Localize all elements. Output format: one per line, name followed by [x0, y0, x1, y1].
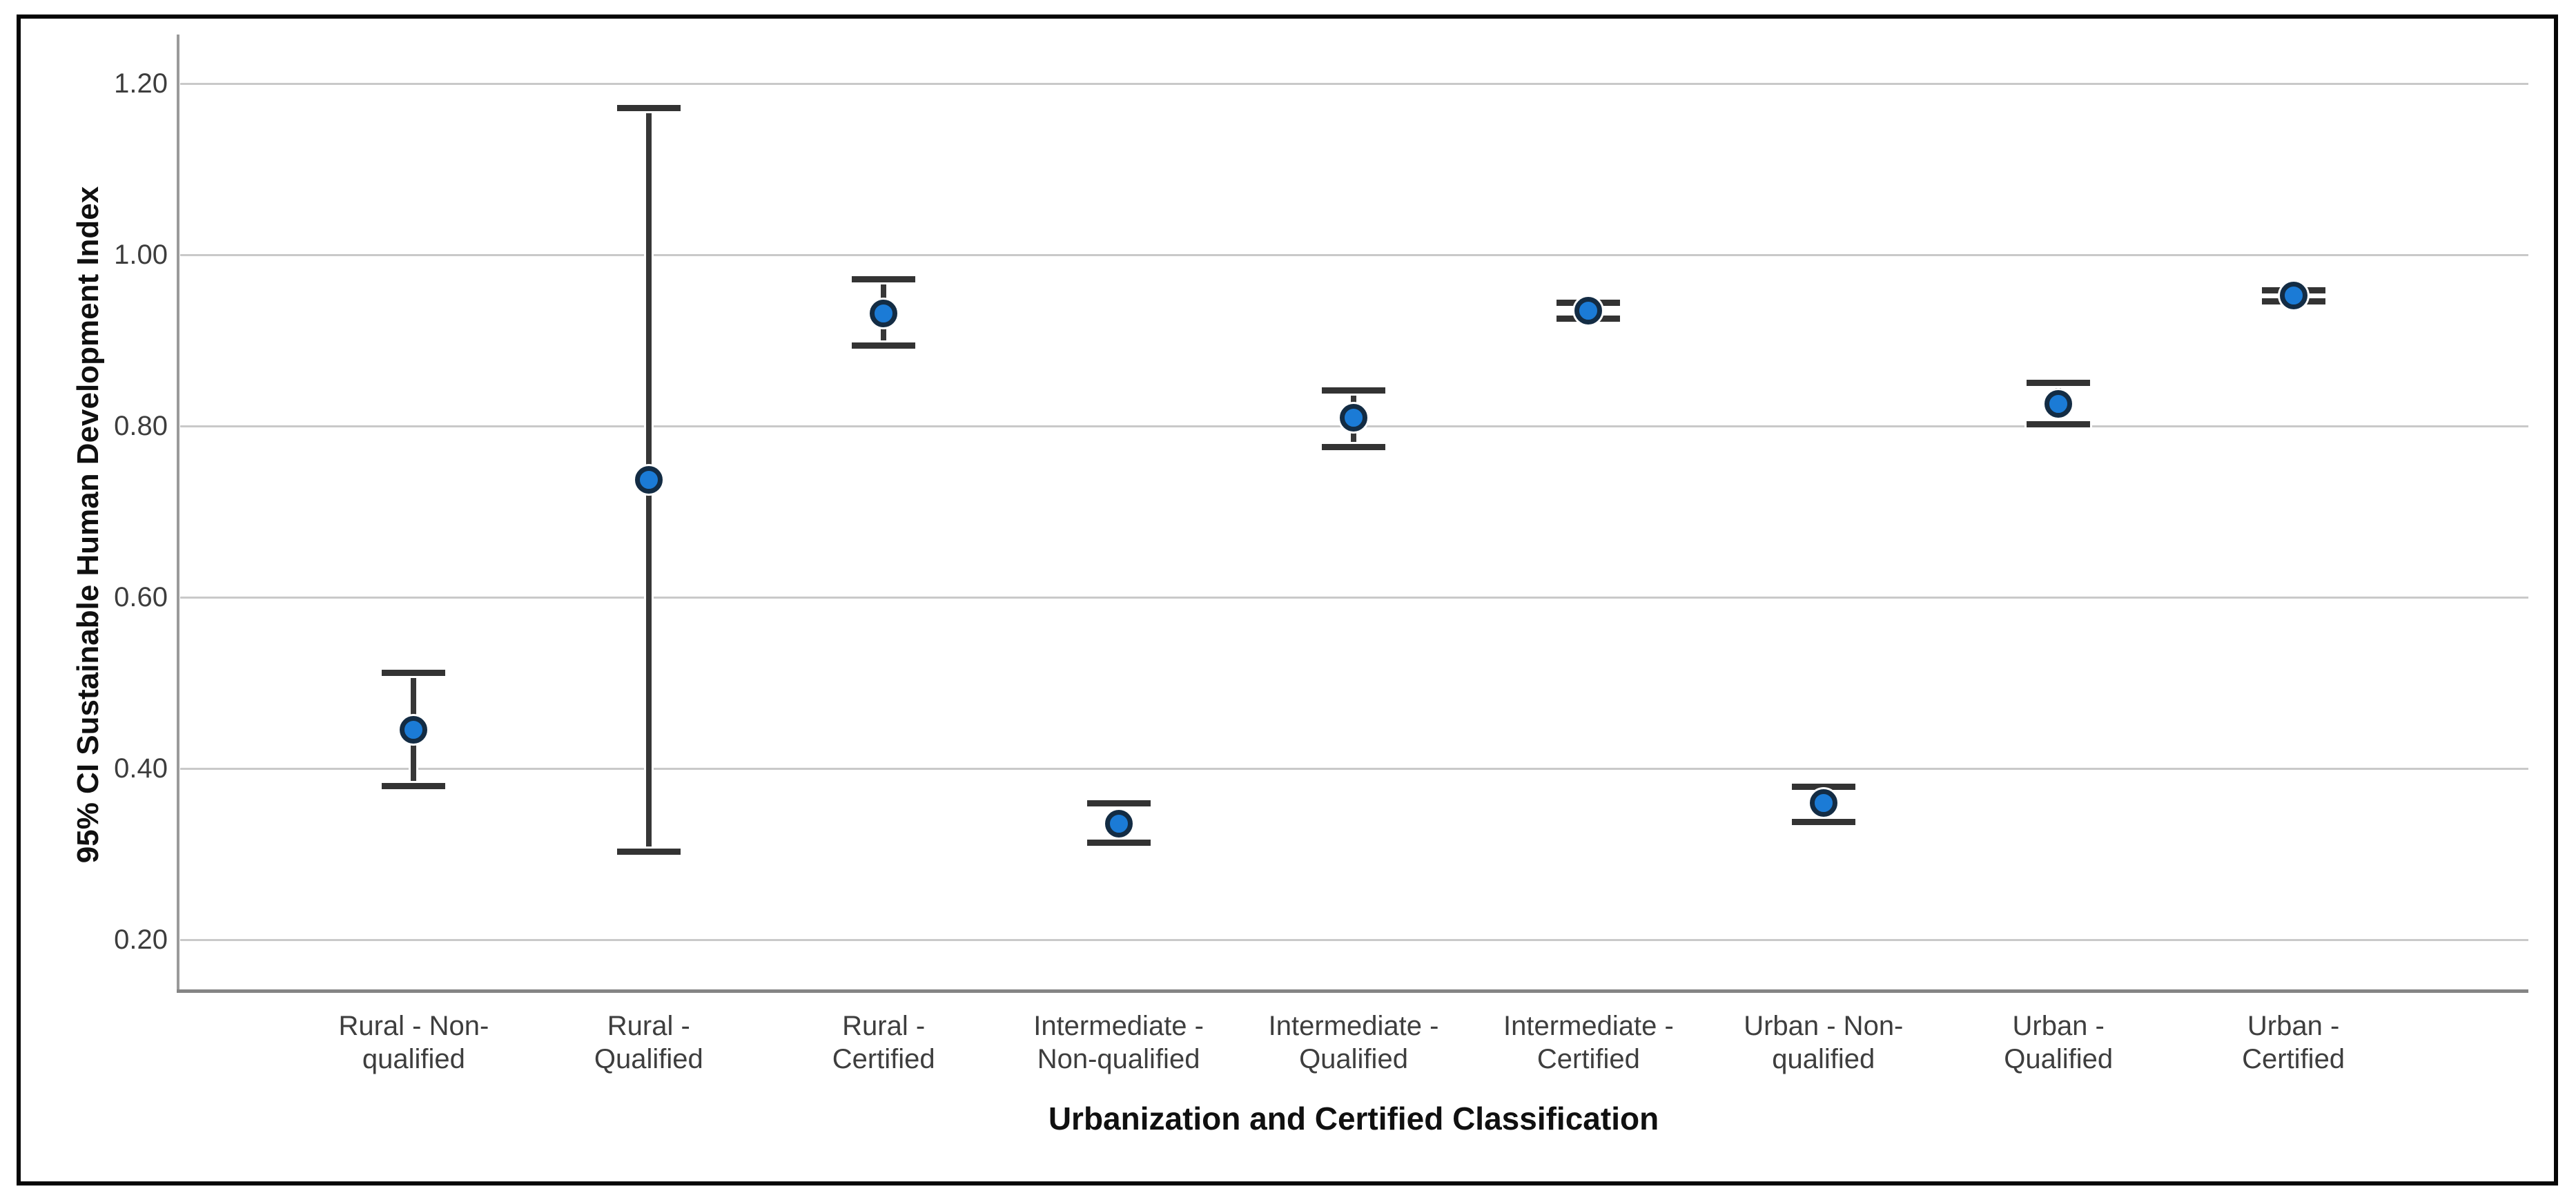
- y-tick-label: 1.00: [114, 240, 168, 271]
- error-bar-cap-bottom: [1322, 444, 1385, 451]
- error-bar-cap-top: [852, 276, 916, 283]
- category-label: Urban - Certified: [2242, 1011, 2345, 1074]
- mean-dot: [634, 466, 663, 494]
- mean-dot: [1104, 809, 1133, 838]
- category-label: Intermediate - Non-qualified: [1033, 1011, 1204, 1074]
- error-bar-cap-top: [1791, 784, 1855, 791]
- error-bar-cap-bottom: [852, 342, 916, 349]
- category-label: Intermediate - Certified: [1503, 1011, 1674, 1074]
- category-label: Intermediate - Qualified: [1268, 1011, 1439, 1074]
- error-bar-cap-bottom: [1791, 819, 1855, 826]
- error-bar-cap-bottom: [382, 782, 446, 789]
- mean-dot: [870, 299, 898, 327]
- x-axis-title: Urbanization and Certified Classificatio…: [1048, 1101, 1659, 1136]
- category-label: Rural - Non- qualified: [338, 1011, 489, 1074]
- plot-area: [179, 61, 2528, 989]
- y-axis-title: 95% CI Sustainable Human Development Ind…: [71, 186, 105, 864]
- error-bar-cap-top: [2027, 380, 2091, 387]
- gridline: [180, 768, 2528, 771]
- error-bar-cap-bottom: [2027, 420, 2091, 427]
- gridline: [180, 83, 2528, 86]
- y-tick-label: 0.80: [114, 411, 168, 442]
- mean-dot: [2279, 281, 2307, 309]
- mean-dot: [1809, 788, 1837, 817]
- mean-dot: [400, 716, 428, 744]
- y-tick-label: 0.20: [114, 925, 168, 956]
- y-tick-label: 0.40: [114, 753, 168, 784]
- error-bar-cap-top: [1086, 800, 1151, 806]
- mean-dot: [2045, 390, 2073, 418]
- mean-dot: [1574, 296, 1603, 325]
- error-bar-cap-bottom: [616, 849, 681, 855]
- y-tick-label: 0.60: [114, 582, 168, 613]
- y-axis-line: [177, 35, 179, 989]
- error-bar-cap-top: [382, 670, 446, 677]
- gridline: [180, 597, 2528, 599]
- gridline: [180, 254, 2528, 257]
- category-label: Rural - Certified: [832, 1011, 935, 1074]
- x-axis-line: [177, 989, 2528, 993]
- category-label: Rural - Qualified: [594, 1011, 703, 1074]
- error-bar-cap-top: [616, 105, 681, 112]
- mean-dot: [1340, 403, 1367, 432]
- error-bar-cap-bottom: [1086, 839, 1151, 846]
- y-tick-label: 1.20: [114, 68, 168, 99]
- error-bar-cap-top: [1322, 387, 1385, 394]
- category-label: Urban - Qualified: [2004, 1011, 2114, 1074]
- gridline: [180, 939, 2528, 942]
- category-label: Urban - Non- qualified: [1744, 1011, 1904, 1074]
